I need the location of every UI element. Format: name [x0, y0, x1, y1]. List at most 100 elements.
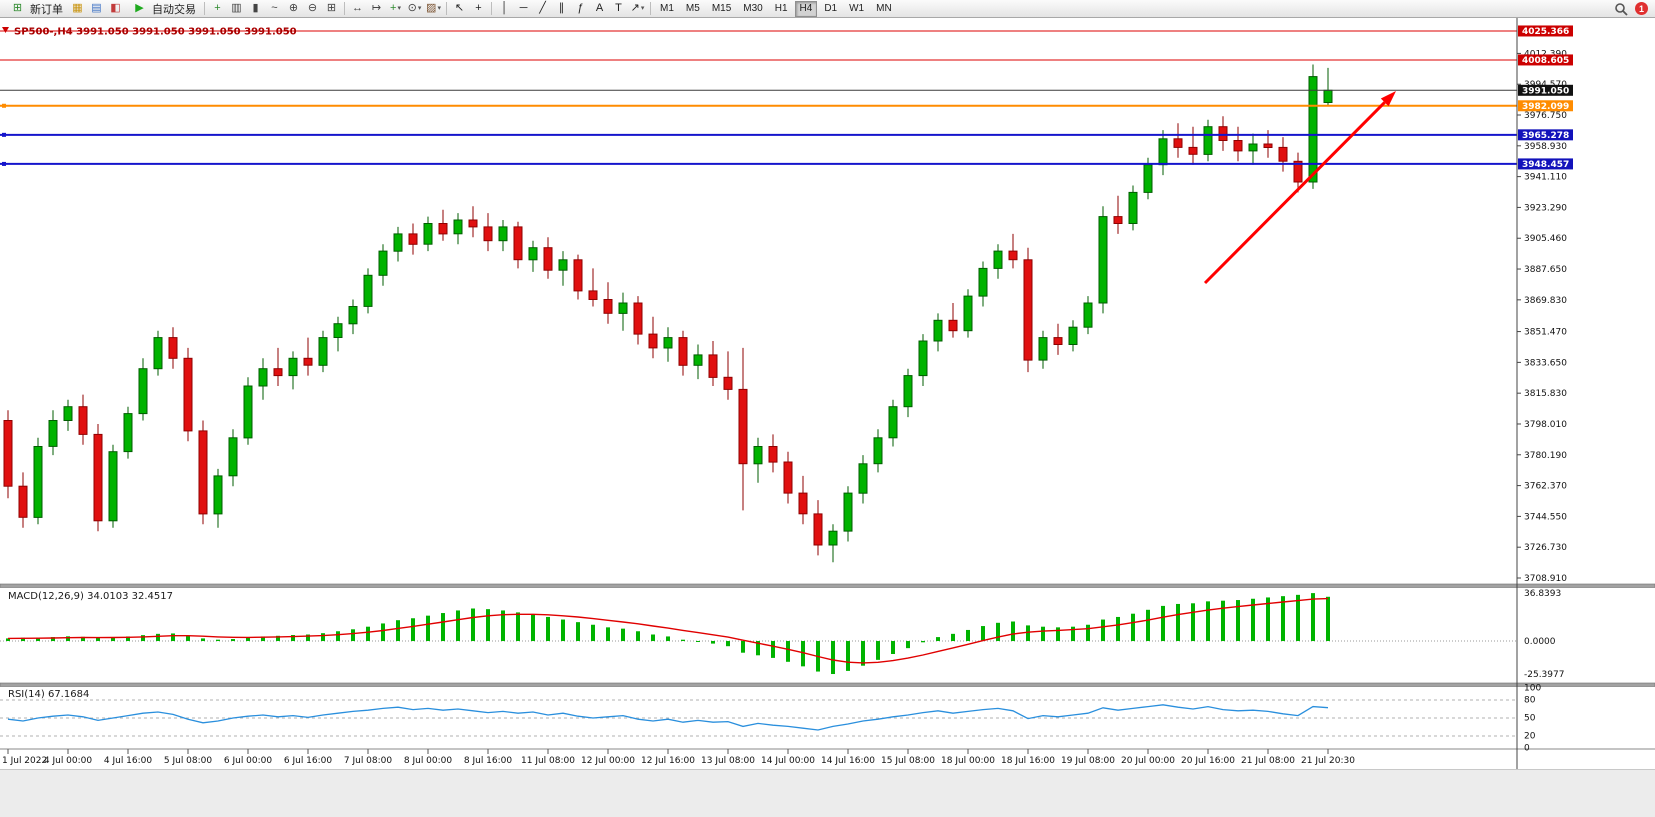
chart-shift-icon[interactable]: ↦: [371, 2, 382, 14]
trend-arrow-head[interactable]: [1380, 91, 1396, 107]
cursor-icon[interactable]: ↖: [454, 2, 465, 14]
crosshair-icon[interactable]: +: [475, 2, 482, 14]
candlestick-chart-icon[interactable]: ▮: [252, 2, 259, 14]
indicators-icon[interactable]: +: [214, 2, 221, 14]
candle: [588, 290, 598, 300]
candle: [1203, 126, 1213, 155]
line-chart-icon[interactable]: ~: [271, 2, 278, 14]
time-label: 6 Jul 16:00: [284, 756, 333, 766]
time-label: 5 Jul 08:00: [164, 756, 213, 766]
timeframe-button-m30[interactable]: M30: [743, 2, 763, 14]
candle: [708, 354, 718, 378]
timeframe-button-h4[interactable]: H4: [794, 0, 818, 17]
trend-arrow[interactable]: [1203, 101, 1386, 285]
new-order-button[interactable]: ⊞ 新订单: [3, 1, 68, 16]
candle: [318, 337, 328, 366]
auto-trading-label: 自动交易: [152, 3, 196, 16]
line-handle[interactable]: [2, 103, 6, 108]
price-axis[interactable]: [1517, 18, 1655, 769]
toolbar-separator: [446, 2, 447, 15]
timeframe-button-m15[interactable]: M15: [711, 2, 732, 14]
chevron-down-icon[interactable]: ▾: [437, 5, 441, 12]
candle: [1008, 250, 1018, 261]
tile-windows-icon[interactable]: ⊞: [326, 2, 337, 14]
candle: [693, 354, 703, 366]
price-badge-label: 3982.099: [1522, 102, 1569, 112]
time-label: 11 Jul 08:00: [521, 756, 575, 766]
window-bottom: [0, 769, 1655, 817]
auto-trading-button[interactable]: ▶ 自动交易: [125, 1, 201, 16]
candle: [1083, 302, 1093, 328]
line-handle[interactable]: [2, 132, 6, 137]
search-icon[interactable]: [1614, 2, 1628, 16]
macd-bar: [156, 633, 160, 641]
macd-bar: [906, 641, 910, 649]
macd-bar: [1131, 613, 1135, 641]
timeframe-button-mn[interactable]: MN: [876, 2, 892, 14]
chevron-down-icon[interactable]: ▾: [417, 5, 422, 12]
fibonacci-icon[interactable]: ƒ: [577, 2, 584, 14]
horizontal-line-icon[interactable]: ─: [519, 2, 528, 14]
macd-bar: [681, 639, 685, 641]
panel-splitter[interactable]: [0, 682, 1655, 687]
chart-window: 4012.3903994.5703976.7503958.9303941.110…: [0, 18, 1655, 769]
chevron-down-icon[interactable]: ▾: [640, 5, 645, 12]
candle: [1188, 146, 1198, 155]
chevron-down-icon[interactable]: ▾: [397, 5, 401, 12]
panel-splitter[interactable]: [0, 583, 1655, 588]
arrow-objects-icon[interactable]: ↗ ▾: [630, 2, 645, 14]
zoom-out-icon[interactable]: ⊖: [307, 2, 318, 14]
charts-grid-icon[interactable]: ▦: [72, 2, 83, 14]
timeframe-button-w1[interactable]: W1: [849, 2, 865, 14]
line-handle[interactable]: [2, 161, 6, 166]
candlestick-series: [3, 64, 1333, 563]
macd-bar: [696, 641, 700, 642]
text-label-icon[interactable]: T: [615, 2, 622, 14]
macd-bar: [336, 631, 340, 641]
time-axis[interactable]: [0, 749, 1517, 769]
zoom-in-icon[interactable]: ⊕: [288, 2, 299, 14]
new-chart-icon[interactable]: + ▾: [390, 2, 401, 14]
macd-bar: [951, 633, 955, 641]
auto-scroll-icon[interactable]: ↔: [352, 2, 363, 14]
price-tick-label: 3726.730: [1524, 543, 1567, 553]
candle: [1233, 140, 1243, 152]
timeframe-button-m5[interactable]: M5: [685, 2, 700, 14]
candle: [828, 530, 838, 546]
macd-bar: [426, 615, 430, 641]
price-tick-label: 3744.550: [1524, 512, 1567, 522]
timeframe-button-h1[interactable]: H1: [774, 2, 788, 14]
candle: [573, 259, 583, 292]
trendline-icon[interactable]: ╱: [539, 2, 546, 14]
notification-badge[interactable]: 1: [1635, 2, 1648, 15]
price-tick-label: 3833.650: [1524, 358, 1567, 368]
vertical-line-icon[interactable]: │: [501, 2, 508, 14]
candle: [993, 250, 1003, 269]
bar-chart-icon[interactable]: ▥: [231, 2, 242, 14]
toolbar-separator: [204, 2, 205, 15]
candle: [798, 492, 808, 515]
timeframe-button-m1[interactable]: M1: [660, 2, 674, 14]
object-marker-icon: [2, 27, 9, 33]
macd-bar: [261, 636, 265, 641]
rsi-axis-label: 0: [1524, 744, 1530, 754]
data-window-icon[interactable]: ◧: [110, 2, 121, 14]
text-icon[interactable]: A: [595, 2, 604, 14]
candle: [3, 420, 13, 487]
candle: [483, 226, 493, 242]
candle: [963, 295, 973, 332]
templates-menu-icon[interactable]: ▨ ▾: [426, 2, 441, 14]
profiles-icon[interactable]: ▤: [91, 2, 102, 14]
macd-bar: [771, 641, 775, 658]
channel-icon[interactable]: ∥: [558, 2, 565, 14]
macd-bar: [216, 639, 220, 641]
macd-bar: [471, 608, 475, 641]
timeframe-button-d1[interactable]: D1: [824, 2, 838, 14]
macd-bar: [1161, 605, 1165, 641]
time-label: 14 Jul 16:00: [821, 756, 875, 766]
macd-bar: [546, 616, 550, 641]
timeframes-menu-icon[interactable]: ⊙ ▾: [407, 2, 422, 14]
candle: [888, 406, 898, 439]
candle: [303, 357, 313, 366]
candle: [1278, 146, 1288, 162]
